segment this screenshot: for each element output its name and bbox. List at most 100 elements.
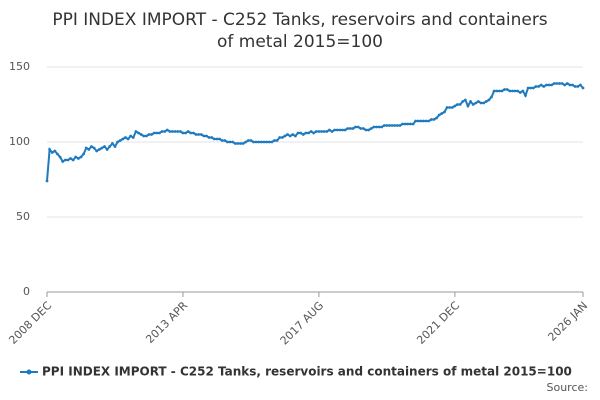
point	[118, 139, 122, 142]
point	[262, 140, 266, 144]
point	[56, 152, 59, 156]
point	[257, 140, 261, 144]
point	[372, 125, 376, 129]
point	[414, 119, 418, 123]
point	[495, 89, 499, 93]
point	[270, 140, 274, 144]
point	[236, 142, 240, 145]
point	[516, 89, 520, 93]
point	[411, 122, 415, 126]
point	[286, 133, 289, 136]
point	[354, 125, 357, 129]
point	[74, 155, 78, 159]
point	[116, 140, 119, 144]
point	[63, 158, 67, 162]
legend-label: PPI INDEX IMPORT - C252 Tanks, reservoir…	[42, 365, 572, 379]
point	[393, 124, 397, 127]
point	[283, 134, 287, 138]
point	[71, 158, 75, 162]
point	[395, 124, 399, 127]
point	[477, 100, 480, 103]
point	[327, 128, 331, 132]
point	[550, 83, 554, 87]
point	[58, 155, 62, 159]
point	[529, 86, 533, 90]
point	[231, 140, 235, 144]
point	[212, 137, 216, 141]
point	[484, 100, 488, 103]
chart-title: PPI INDEX IMPORT - C252 Tanks, reservoir…	[52, 10, 547, 30]
point	[539, 83, 543, 87]
point	[176, 130, 180, 133]
point	[293, 134, 297, 138]
point	[320, 130, 323, 133]
point	[375, 125, 378, 129]
x-tick-label: 2026 JAN	[545, 299, 590, 344]
point	[466, 104, 470, 108]
x-tick-label: 2008 DEC	[6, 299, 54, 347]
point	[490, 95, 493, 99]
point	[325, 130, 329, 133]
point	[581, 86, 585, 90]
point	[184, 131, 187, 135]
point	[95, 149, 99, 153]
point	[424, 119, 428, 123]
point	[66, 158, 70, 162]
point	[552, 82, 556, 85]
point	[356, 125, 360, 129]
point	[367, 128, 370, 132]
point	[335, 128, 339, 132]
point	[445, 106, 449, 109]
point	[301, 133, 305, 136]
point	[121, 137, 125, 141]
point	[239, 142, 242, 145]
point	[142, 134, 146, 138]
point	[573, 85, 577, 88]
point	[220, 139, 224, 142]
y-tick-label: 0	[23, 285, 30, 298]
point	[416, 119, 420, 123]
point	[171, 130, 174, 133]
point	[341, 128, 344, 132]
point	[309, 130, 313, 133]
point	[388, 124, 391, 127]
point	[343, 128, 347, 132]
point	[69, 157, 72, 160]
point	[152, 131, 156, 135]
point	[401, 122, 404, 126]
point	[92, 146, 96, 150]
point	[87, 148, 91, 151]
point	[265, 140, 269, 144]
point	[385, 124, 389, 127]
point	[497, 89, 501, 93]
point	[197, 133, 201, 136]
point	[178, 130, 182, 133]
point	[351, 127, 355, 130]
point	[471, 103, 475, 106]
point	[429, 118, 433, 121]
point	[82, 152, 86, 156]
point	[487, 98, 491, 102]
point	[505, 88, 509, 91]
point	[160, 130, 164, 133]
point	[432, 118, 436, 121]
point	[100, 146, 104, 150]
point	[246, 139, 250, 142]
point	[252, 140, 255, 144]
point	[314, 130, 318, 133]
y-tick-label: 50	[16, 210, 30, 223]
point	[84, 146, 88, 150]
point	[181, 131, 185, 135]
point	[113, 145, 117, 148]
point	[273, 139, 276, 142]
point	[168, 130, 172, 133]
point	[317, 130, 321, 133]
point	[531, 86, 535, 90]
point	[215, 137, 219, 141]
point	[228, 140, 232, 144]
point	[330, 130, 334, 133]
point	[463, 98, 467, 102]
point	[244, 140, 248, 144]
point	[456, 103, 459, 106]
point	[173, 130, 177, 133]
